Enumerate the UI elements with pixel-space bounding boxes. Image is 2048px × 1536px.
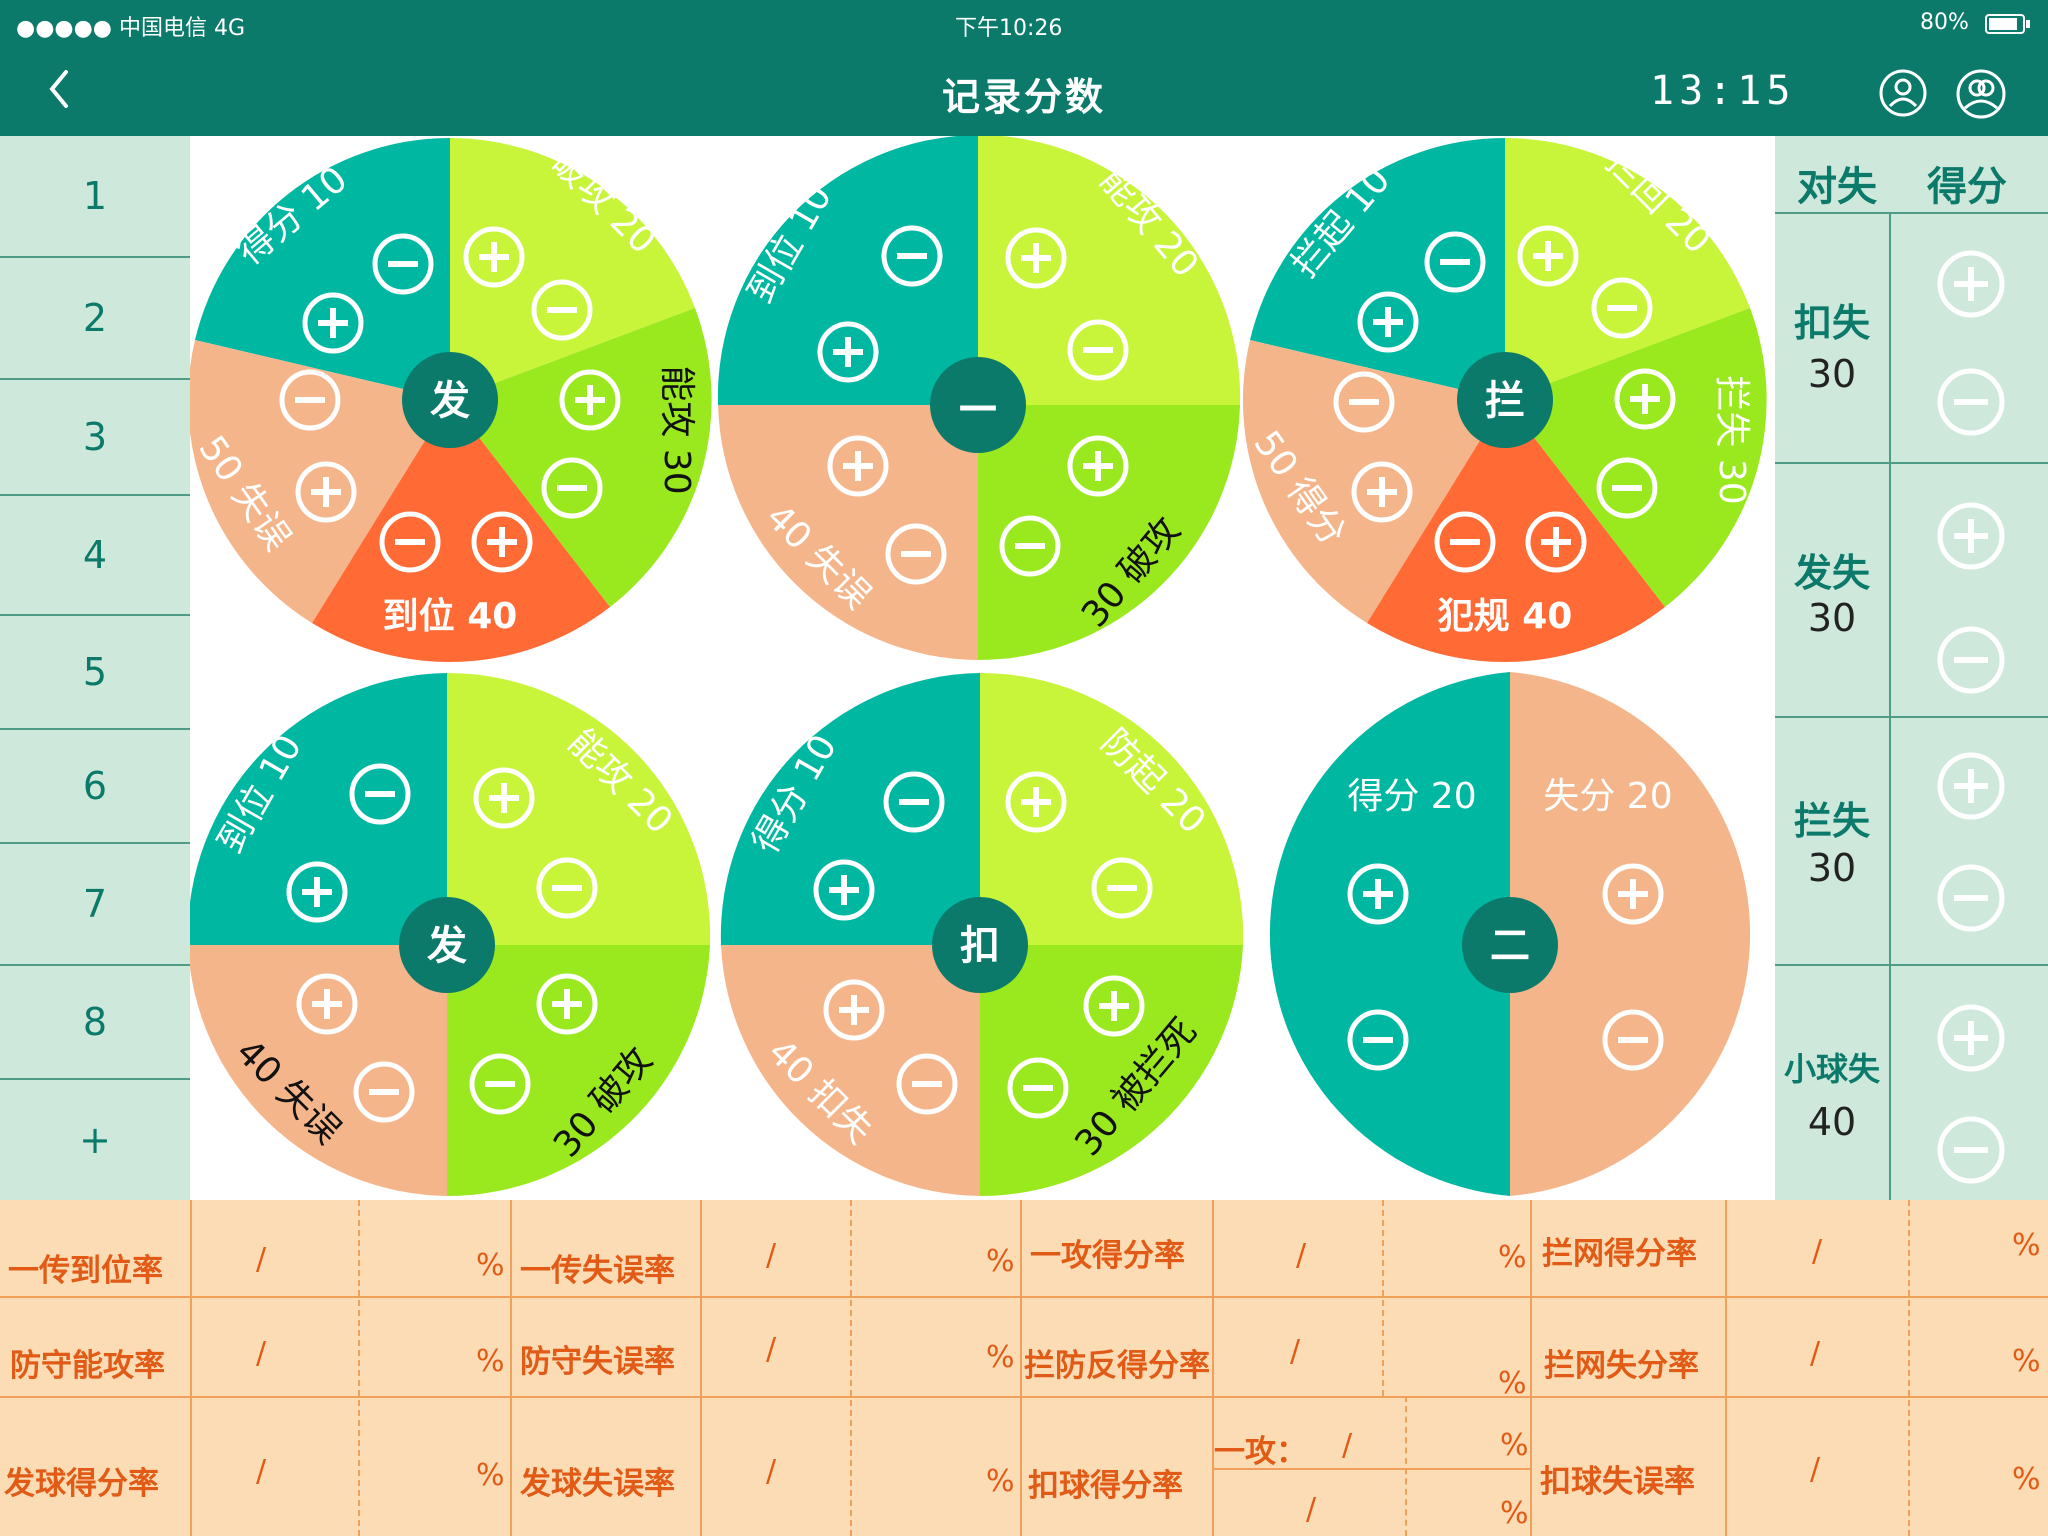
minus-circle-icon[interactable] xyxy=(1935,1114,2007,1186)
fault-serve-label: 发失 xyxy=(1793,551,1870,595)
stat-dig-error-pct: % xyxy=(986,1340,1015,1375)
wheel-second: 二 得分 20 失分 20 xyxy=(1269,672,1751,1196)
stat-block-score-pct: % xyxy=(2012,1228,2041,1263)
battery-text: 80% xyxy=(1920,10,1969,35)
stat-counter-score-label: 拦防反得分率 xyxy=(1024,1348,1210,1384)
set-item-8[interactable]: 8 xyxy=(0,966,190,1080)
stat-block-score-label: 拦网得分率 xyxy=(1542,1236,1697,1272)
stat-spike-score-ratio-1: / xyxy=(1342,1428,1353,1463)
plus-circle-icon[interactable] xyxy=(1935,248,2007,320)
stat-spike-error-ratio: / xyxy=(1810,1452,1821,1487)
fault-panel: 对失 得分 扣失 30 发失 30 拦失 30 小球失 40 xyxy=(1775,136,2048,1200)
wheel-6-label-score: 得分 20 xyxy=(1347,776,1476,817)
wheel-1-center[interactable]: 发 xyxy=(430,378,470,424)
stat-pass-good-pct: % xyxy=(476,1248,505,1283)
wheel-3-label-foul: 犯规 40 xyxy=(1438,596,1573,637)
stat-pass-error-ratio: / xyxy=(766,1238,777,1273)
stat-serve-score-pct: % xyxy=(476,1458,505,1493)
stat-pass-error-label: 一传失误率 xyxy=(520,1253,675,1289)
stat-spike-error-label: 扣球失误率 xyxy=(1540,1464,1695,1500)
wheel-reception-1: 发 得分 10 破攻 20 能攻 30 到位 40 50 失误 xyxy=(190,138,712,662)
set-item-7[interactable]: 7 xyxy=(0,844,190,966)
stat-pass-good-ratio: / xyxy=(256,1242,267,1277)
stat-first-attack-ratio: / xyxy=(1296,1238,1307,1273)
wheel-2: — 到位 10 能攻 20 30 破攻 40 失误 xyxy=(717,136,1241,660)
minus-circle-icon[interactable] xyxy=(1935,624,2007,696)
fault-spike-label: 扣失 xyxy=(1793,301,1870,345)
wheel-block: 拦 拦起 10 拦回 20 拦失 30 犯规 40 50 得分 xyxy=(1242,138,1767,662)
stat-dig-attack-label: 防守能攻率 xyxy=(10,1348,165,1384)
header-fault: 对失 xyxy=(1797,164,1877,210)
add-set-button[interactable]: + xyxy=(79,1118,111,1162)
stat-spike-error-pct: % xyxy=(2012,1462,2041,1497)
fault-block-value: 30 xyxy=(1807,846,1857,890)
stat-spike-score-label: 扣球得分率 xyxy=(1028,1468,1183,1504)
stat-dig-error-label: 防守失误率 xyxy=(520,1344,675,1380)
stat-serve-error-pct: % xyxy=(986,1464,1015,1499)
set-list: 1 2 3 4 5 6 7 8 + xyxy=(0,136,190,1200)
set-item-2[interactable]: 2 xyxy=(0,258,190,380)
fault-tip-label: 小球失 xyxy=(1783,1050,1880,1088)
header-score: 得分 xyxy=(1927,164,2007,210)
stat-block-lose-pct: % xyxy=(2012,1344,2041,1379)
fault-spike-value: 30 xyxy=(1807,352,1857,396)
wheel-1-label-attack: 能攻 30 xyxy=(656,365,697,494)
battery-icon xyxy=(1985,14,2030,34)
wheel-3-label-fail: 拦失 30 xyxy=(1711,375,1752,504)
wheel-6-label-lose: 失分 20 xyxy=(1543,776,1672,817)
set-item-6[interactable]: 6 xyxy=(0,730,190,844)
stat-block-lose-label: 拦网失分率 xyxy=(1544,1348,1699,1384)
wheel-5-center[interactable]: 扣 xyxy=(960,923,1000,969)
back-chevron-icon[interactable] xyxy=(40,64,80,114)
score-wheels: 发 得分 10 破攻 20 能攻 30 到位 40 50 失误 — 到位 10 … xyxy=(190,136,1767,1197)
set-item-1[interactable]: 1 xyxy=(0,136,190,258)
set-item-4[interactable]: 4 xyxy=(0,496,190,616)
fault-tip-value: 40 xyxy=(1807,1100,1857,1144)
stat-spike-score-pct-2: % xyxy=(1500,1496,1529,1531)
stat-block-lose-ratio: / xyxy=(1810,1336,1821,1371)
wheel-4-center[interactable]: 发 xyxy=(427,923,467,969)
status-bar: ●●●●● 中国电信 4G 下午10:26 80% xyxy=(0,0,2048,46)
stat-dig-error-ratio: / xyxy=(766,1332,777,1367)
stat-block-score-ratio: / xyxy=(1812,1234,1823,1269)
plus-circle-icon[interactable] xyxy=(1935,750,2007,822)
match-clock: 13:15 xyxy=(1650,68,1796,114)
stats-table: 一传到位率 / % 一传失误率 / % 一攻得分率 / % 拦网得分率 / % … xyxy=(0,1200,2048,1536)
stat-serve-score-ratio: / xyxy=(256,1454,267,1489)
wheel-spike: 扣 得分 10 防起 20 30 被拦死 40 扣失 xyxy=(720,673,1244,1197)
wheel-2-center[interactable]: — xyxy=(958,383,998,429)
wheel-6-center[interactable]: 二 xyxy=(1490,923,1530,969)
stat-spike-score-pct-1: % xyxy=(1500,1428,1529,1463)
wheel-3-center[interactable]: 拦 xyxy=(1485,378,1525,424)
stat-first-attack-pct: % xyxy=(1498,1240,1527,1275)
stat-serve-error-label: 发球失误率 xyxy=(520,1466,675,1502)
stat-counter-score-pct: % xyxy=(1498,1366,1527,1401)
stat-spike-score-ratio-2: / xyxy=(1306,1492,1317,1527)
stat-dig-attack-ratio: / xyxy=(256,1336,267,1371)
stat-first-attack-label: 一攻得分率 xyxy=(1030,1238,1185,1274)
page-title: 记录分数 xyxy=(941,75,1106,119)
minus-circle-icon[interactable] xyxy=(1935,366,2007,438)
wheel-serve: 发 到位 10 能攻 20 30 破攻 40 失误 xyxy=(190,672,711,1197)
wheel-1-label-good: 到位 40 xyxy=(383,596,518,637)
stat-serve-score-label: 发球得分率 xyxy=(4,1466,159,1502)
set-item-3[interactable]: 3 xyxy=(0,380,190,496)
fault-serve-value: 30 xyxy=(1807,596,1857,640)
stat-dig-attack-pct: % xyxy=(476,1344,505,1379)
stat-first-attack-sub-label: 一攻： xyxy=(1214,1434,1307,1470)
plus-circle-icon[interactable] xyxy=(1935,1002,2007,1074)
carrier-text: ●●●●● 中国电信 4G xyxy=(16,16,246,41)
user-icon[interactable] xyxy=(1878,68,1928,118)
minus-circle-icon[interactable] xyxy=(1935,862,2007,934)
plus-circle-icon[interactable] xyxy=(1935,500,2007,572)
stat-serve-error-ratio: / xyxy=(766,1454,777,1489)
set-item-5[interactable]: 5 xyxy=(0,616,190,730)
status-time: 下午10:26 xyxy=(955,16,1063,41)
fault-block-label: 拦失 xyxy=(1793,799,1870,843)
team-icon[interactable] xyxy=(1955,68,2007,120)
stat-counter-score-ratio: / xyxy=(1290,1334,1301,1369)
stat-pass-error-pct: % xyxy=(986,1244,1015,1279)
stat-pass-good-label: 一传到位率 xyxy=(8,1253,163,1289)
nav-bar: 记录分数 13:15 xyxy=(0,46,2048,136)
